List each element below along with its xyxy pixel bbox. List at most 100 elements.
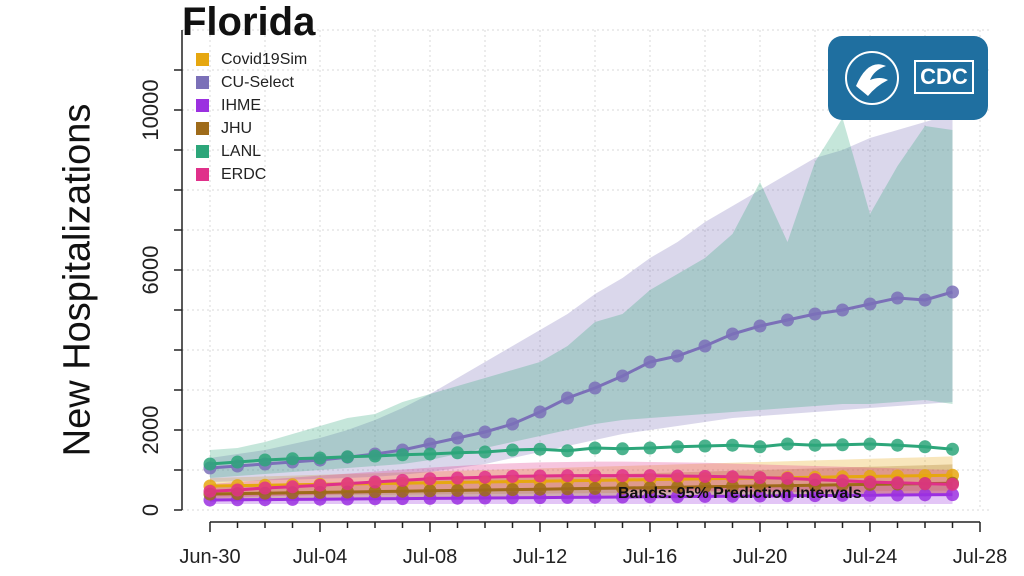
point-cu-select — [698, 339, 712, 353]
point-erdc — [671, 469, 684, 483]
point-lanl — [643, 441, 657, 455]
point-erdc — [203, 484, 217, 498]
point-ihme — [671, 490, 684, 504]
point-erdc — [341, 477, 354, 491]
point-lanl — [451, 446, 464, 460]
band-cu-select — [210, 114, 953, 482]
legend-label: JHU — [221, 119, 253, 137]
legend-swatch — [196, 99, 209, 112]
grid-lines — [182, 29, 990, 511]
point-erdc — [698, 469, 712, 483]
chart-annotation: Bands: 95% Prediction Intervals — [618, 485, 862, 502]
point-cu-select — [423, 437, 437, 451]
legend-item-erdc: ERDC — [196, 163, 307, 186]
point-jhu — [726, 479, 739, 493]
point-jhu — [368, 485, 382, 499]
legend-item-cu-select: CU-Select — [196, 71, 307, 94]
y-axis-label: New Hospitalizations — [56, 103, 99, 457]
point-cu-select — [451, 431, 464, 445]
y-tick-label: 6000 — [138, 246, 163, 295]
legend-swatch — [196, 145, 209, 158]
point-erdc — [396, 473, 409, 487]
point-lanl — [726, 438, 739, 452]
point-ihme — [836, 488, 849, 502]
x-tick-label: Jul-08 — [403, 546, 457, 568]
point-lanl — [203, 457, 217, 471]
point-lanl — [588, 441, 602, 455]
point-erdc — [946, 477, 959, 491]
point-erdc — [616, 469, 629, 483]
hhs-eagle-icon — [845, 51, 899, 105]
point-erdc — [368, 475, 382, 489]
point-jhu — [561, 482, 574, 496]
point-lanl — [808, 438, 822, 452]
point-erdc — [781, 471, 794, 485]
point-cu-select — [918, 293, 932, 307]
x-tick-label: Jul-24 — [843, 546, 897, 568]
point-lanl — [698, 439, 712, 453]
series-points — [203, 285, 959, 507]
point-jhu — [671, 480, 684, 494]
point-ihme — [808, 489, 822, 503]
line-lanl — [209, 442, 953, 466]
point-lanl — [313, 451, 327, 465]
point-cu-select — [808, 307, 822, 321]
point-cu-select — [781, 313, 794, 327]
point-ihme — [698, 489, 712, 503]
point-jhu — [478, 483, 492, 497]
point-cu-select — [726, 327, 739, 341]
legend-item-jhu: JHU — [196, 117, 307, 140]
point-lanl — [478, 445, 492, 459]
point-erdc — [643, 469, 657, 483]
point-jhu — [396, 484, 409, 498]
point-jhu — [451, 483, 464, 497]
point-lanl — [946, 442, 959, 456]
point-lanl — [423, 447, 437, 461]
x-tick-label: Jul-12 — [513, 546, 567, 568]
point-ihme — [726, 489, 739, 503]
point-erdc — [918, 477, 932, 491]
point-jhu — [588, 481, 602, 495]
series-lines — [209, 290, 953, 502]
x-tick-label: Jul-04 — [293, 546, 347, 568]
point-lanl — [918, 440, 932, 454]
point-erdc — [561, 469, 574, 483]
point-ihme — [863, 488, 877, 502]
legend-swatch — [196, 122, 209, 135]
point-erdc — [753, 471, 767, 485]
point-lanl — [561, 444, 574, 458]
point-jhu — [698, 480, 712, 494]
point-cu-select — [616, 369, 629, 383]
legend-swatch — [196, 168, 209, 181]
legend-label: CU-Select — [221, 73, 294, 91]
point-erdc — [423, 472, 437, 486]
point-erdc — [863, 475, 877, 489]
cdc-logo-text: CDC — [914, 60, 974, 94]
legend-swatch — [196, 53, 209, 66]
point-jhu — [423, 484, 437, 498]
point-erdc — [506, 469, 519, 483]
point-cu-select — [643, 355, 657, 369]
point-erdc — [478, 470, 492, 484]
legend-label: IHME — [221, 96, 261, 114]
point-lanl — [863, 437, 877, 451]
point-lanl — [506, 443, 519, 457]
line-jhu — [209, 481, 953, 496]
legend-label: Covid19Sim — [221, 50, 308, 68]
point-jhu — [616, 481, 629, 495]
x-tick-label: Jul-16 — [623, 546, 677, 568]
point-cu-select — [836, 303, 849, 317]
point-erdc — [258, 481, 272, 495]
point-cu-select — [561, 391, 574, 405]
point-lanl — [396, 448, 409, 462]
legend-item-ihme: IHME — [196, 94, 307, 117]
legend: Covid19Sim CU-Select IHME JHU LANL ERDC — [196, 48, 307, 186]
point-lanl — [533, 442, 547, 456]
point-cu-select — [753, 319, 767, 333]
point-ihme — [918, 488, 932, 502]
point-cu-select — [891, 291, 904, 305]
point-lanl — [258, 453, 272, 467]
point-erdc — [891, 476, 904, 490]
point-jhu — [506, 483, 519, 497]
